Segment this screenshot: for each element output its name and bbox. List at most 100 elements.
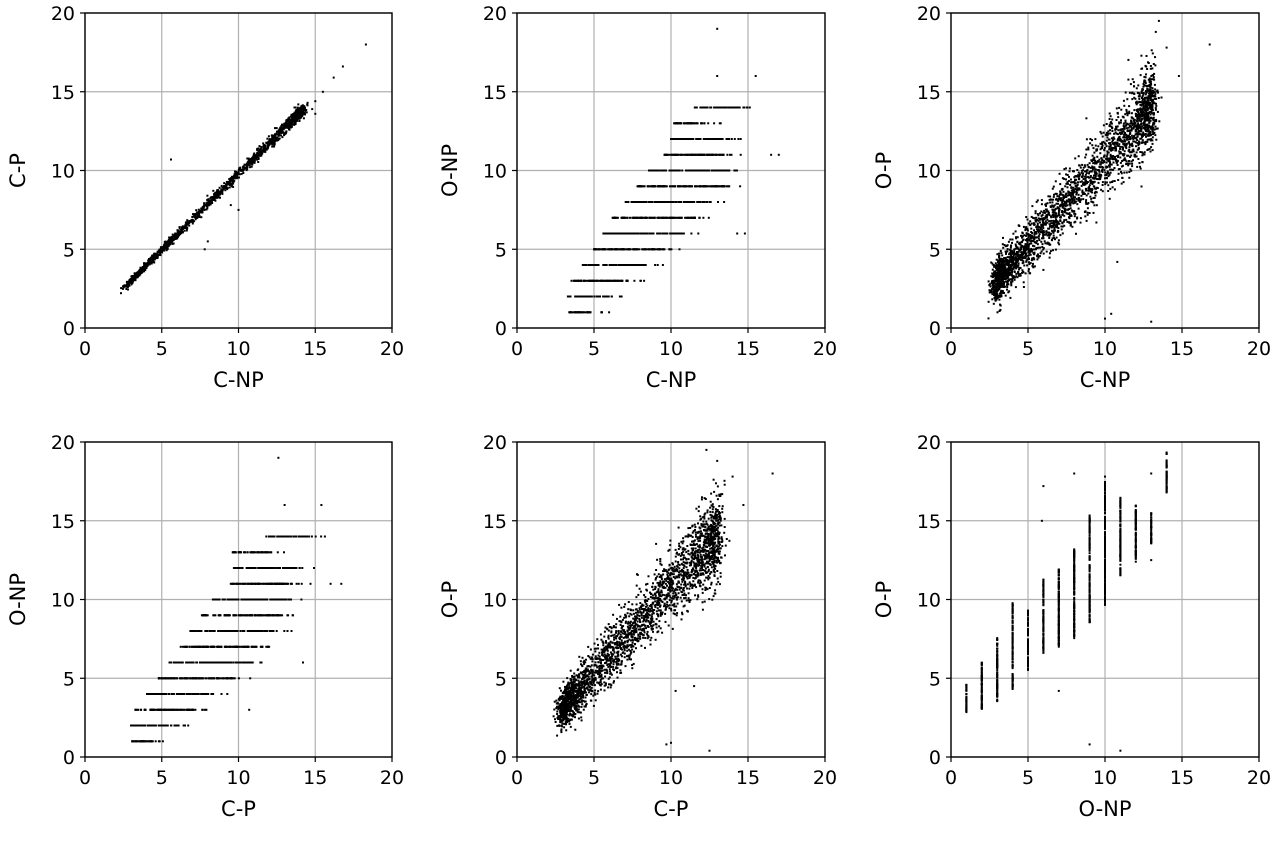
scatter-point (1051, 214, 1054, 216)
scatter-point (1155, 120, 1158, 123)
scatter-point (1119, 138, 1122, 141)
scatter-point (1130, 112, 1133, 115)
scatter-point (1112, 147, 1115, 149)
scatter-point (1022, 261, 1025, 264)
scatter-point (1103, 148, 1106, 151)
scatter-point (1046, 241, 1049, 244)
scatter-point (1016, 236, 1019, 239)
scatter-point (648, 185, 651, 188)
scatter-point (1143, 98, 1146, 101)
scatter-point (654, 264, 657, 266)
scatter-point (1088, 184, 1091, 187)
x-tick-label: 20 (813, 338, 837, 360)
scatter-point (143, 270, 146, 273)
scatter-point (1013, 262, 1016, 265)
scatter-point (991, 276, 994, 279)
scatter-point (1025, 260, 1028, 263)
scatter-point (1021, 244, 1024, 247)
scatter-point (642, 264, 645, 266)
scatter-point (1150, 146, 1153, 149)
scatter-point (1030, 237, 1033, 240)
scatter-point (194, 213, 197, 216)
scatter-point (599, 295, 601, 298)
scatter-point (639, 185, 642, 188)
scatter-point (250, 160, 253, 163)
scatter-point (1006, 288, 1008, 291)
scatter-point (579, 295, 582, 298)
scatter-point (635, 232, 638, 235)
scatter-point (993, 279, 996, 282)
scatter-point (656, 216, 659, 219)
scatter-point (1140, 91, 1143, 94)
scatter-point (666, 153, 668, 156)
scatter-point (1033, 251, 1036, 254)
scatter-point (668, 153, 671, 156)
scatter-point (287, 122, 290, 125)
scatter-point (652, 185, 654, 188)
scatter-point (150, 258, 152, 261)
scatter-point (1084, 210, 1087, 213)
scatter-point (286, 119, 289, 122)
scatter-point (1034, 219, 1037, 222)
scatter-point (1101, 171, 1104, 173)
scatter-point (1011, 280, 1014, 283)
scatter-point (1128, 112, 1131, 115)
scatter-point (250, 165, 253, 168)
scatter-point (1064, 193, 1067, 196)
scatter-point (1099, 176, 1102, 179)
scatter-point (1146, 134, 1149, 137)
scatter-point (272, 145, 275, 148)
scatter-point (1041, 214, 1044, 216)
scatter-point (1020, 248, 1023, 251)
scatter-point (691, 216, 694, 219)
scatter-point (995, 267, 997, 270)
scatter-point (151, 259, 154, 262)
scatter-point (1133, 109, 1136, 112)
scatter-point (644, 232, 647, 235)
scatter-point (656, 201, 659, 203)
scatter-point (998, 260, 1001, 263)
scatter-point (1006, 258, 1009, 261)
scatter-point (670, 153, 673, 156)
scatter-point (1116, 133, 1119, 136)
scatter-point (689, 138, 692, 140)
scatter-point (1060, 228, 1063, 231)
scatter-point (1014, 276, 1017, 279)
scatter-point (1016, 265, 1019, 268)
scatter-point (294, 118, 296, 121)
scatter-point (1134, 128, 1137, 131)
scatter-point (1154, 88, 1157, 91)
scatter-point (672, 138, 675, 140)
scatter-point (1017, 224, 1020, 227)
scatter-point (656, 232, 659, 235)
scatter-point (1004, 277, 1007, 280)
scatter-point (717, 185, 720, 188)
scatter-point (705, 201, 708, 203)
scatter-point (260, 146, 263, 149)
scatter-point (1103, 142, 1106, 145)
scatter-point (1081, 183, 1084, 186)
scatter-point (165, 249, 168, 252)
scatter-point (1034, 248, 1037, 251)
scatter-point (125, 288, 128, 290)
scatter-point (1158, 120, 1161, 123)
scatter-point (1059, 190, 1062, 193)
scatter-point (580, 279, 583, 282)
scatter-point (1027, 247, 1030, 250)
scatter-points (120, 43, 367, 295)
scatter-point (1003, 273, 1006, 276)
scatter-point (1121, 132, 1124, 135)
scatter-point (257, 147, 260, 150)
scatter-point (1011, 251, 1014, 253)
scatter-point (696, 185, 699, 188)
scatter-point (239, 166, 242, 169)
scatter-point (678, 216, 681, 219)
scatter-point (234, 175, 237, 178)
scatter-point (223, 182, 226, 185)
scatter-point (1059, 220, 1062, 222)
scatter-point (260, 154, 262, 156)
scatter-point (171, 237, 173, 240)
scatter-point (1009, 263, 1012, 266)
scatter-point (215, 192, 218, 195)
scatter-point (670, 201, 673, 203)
